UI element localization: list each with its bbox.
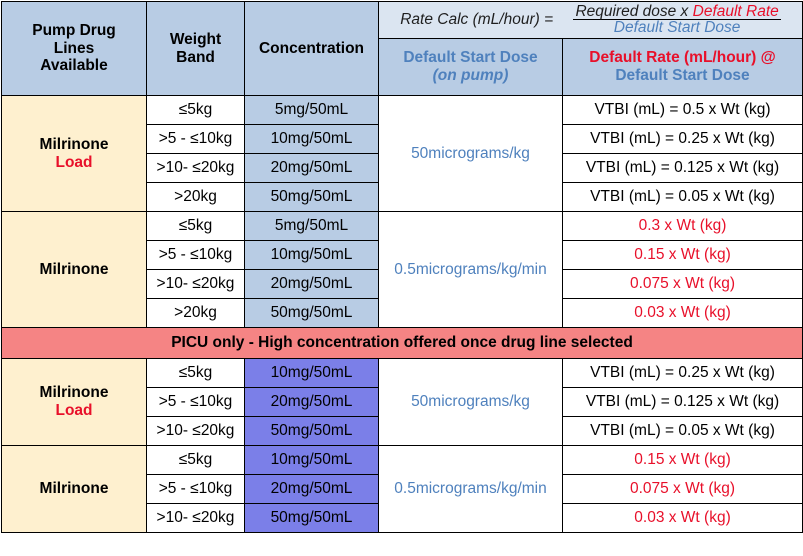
rate-calc-label: Rate Calc (mL/hour) = [400,11,554,29]
header-col1-line3: Available [40,57,108,75]
concentration-cell: 5mg/50mL [244,95,379,125]
start-dose-sub: (on pump) [432,67,509,84]
rate-cell: VTBI (mL) = 0.05 x Wt (kg) [561,182,803,212]
concentration-cell: 20mg/50mL [244,269,379,299]
rate-cell: 0.03 x Wt (kg) [561,503,803,533]
concentration-cell-high: 10mg/50mL [244,358,379,388]
picu-only-banner: PICU only - High concentration offered o… [0,327,803,359]
weight-band-cell: ≤5kg [146,211,245,241]
weight-band-cell: >5 - ≤10kg [146,387,245,417]
concentration-cell-high: 50mg/50mL [244,416,379,446]
concentration-cell-high: 50mg/50mL [244,503,379,533]
header-default-rate: Default Rate (mL/hour) @ Default Start D… [561,38,803,96]
drug-milrinone-load-high: Milrinone Load [1,358,147,446]
weight-band-cell: ≤5kg [146,358,245,388]
weight-band-cell: >20kg [146,298,245,328]
concentration-cell: 10mg/50mL [244,124,379,154]
weight-band-cell: ≤5kg [146,445,245,475]
rate-calc-formula: Rate Calc (mL/hour) = Required dose x De… [377,1,803,39]
header-col1-line1: Pump Drug [32,21,116,39]
weight-band-cell: >10- ≤20kg [146,153,245,183]
header-weight-band: Weight Band [146,1,245,96]
weight-band-cell: >5 - ≤10kg [146,474,245,504]
rate-cell: VTBI (mL) = 0.25 x Wt (kg) [561,358,803,388]
weight-band-cell: >20kg [146,182,245,212]
milrinone-dosing-table: Pump Drug Lines Available Weight Band Co… [0,1,803,533]
concentration-cell: 50mg/50mL [244,298,379,328]
start-dose-cell: 50micrograms/kg [378,95,563,212]
concentration-cell-high: 20mg/50mL [244,387,379,417]
weight-band-cell: >5 - ≤10kg [146,240,245,270]
rate-cell: 0.15 x Wt (kg) [561,445,803,475]
rate-cell: VTBI (mL) = 0.25 x Wt (kg) [561,124,803,154]
header-col2-line2: Band [176,48,215,66]
weight-band-cell: >10- ≤20kg [146,269,245,299]
start-dose-cell: 0.5micrograms/kg/min [378,445,563,533]
drug-name: Milrinone [39,135,109,153]
concentration-cell: 20mg/50mL [244,153,379,183]
weight-band-cell: ≤5kg [146,95,245,125]
header-pump-drug-lines: Pump Drug Lines Available [1,1,147,96]
start-dose-title: Default Start Dose [403,49,538,67]
rate-calc-numerator-red: Default Rate [692,3,779,20]
rate-cell: VTBI (mL) = 0.125 x Wt (kg) [561,387,803,417]
header-default-start-dose: Default Start Dose (on pump) [378,38,563,96]
default-rate-title: Default Rate (mL/hour) @ [589,49,776,67]
weight-band-cell: >5 - ≤10kg [146,124,245,154]
rate-calc-denominator: Default Start Dose [613,19,741,36]
rate-cell: VTBI (mL) = 0.125 x Wt (kg) [561,153,803,183]
concentration-cell: 50mg/50mL [244,182,379,212]
concentration-cell: 10mg/50mL [244,240,379,270]
default-rate-sub: Default Start Dose [615,67,750,84]
header-col1-line2: Lines [53,39,95,57]
drug-milrinone-load: Milrinone Load [1,95,147,212]
weight-band-cell: >10- ≤20kg [146,416,245,446]
rate-cell: 0.075 x Wt (kg) [561,269,803,299]
rate-calc-numerator-prefix: Required dose x [575,3,689,20]
drug-sub-load: Load [55,402,93,419]
concentration-cell-high: 20mg/50mL [244,474,379,504]
rate-cell: 0.3 x Wt (kg) [561,211,803,241]
concentration-cell-high: 10mg/50mL [244,445,379,475]
rate-cell: 0.03 x Wt (kg) [561,298,803,328]
start-dose-cell: 50micrograms/kg [378,358,563,446]
concentration-cell: 5mg/50mL [244,211,379,241]
weight-band-cell: >10- ≤20kg [146,503,245,533]
drug-milrinone: Milrinone [1,211,147,328]
rate-cell: VTBI (mL) = 0.5 x Wt (kg) [561,95,803,125]
rate-calc-fraction: Required dose x Default Rate Default Sta… [573,3,781,36]
start-dose-cell: 0.5micrograms/kg/min [378,211,563,328]
rate-cell: VTBI (mL) = 0.05 x Wt (kg) [561,416,803,446]
header-concentration: Concentration [244,1,379,96]
rate-cell: 0.15 x Wt (kg) [561,240,803,270]
drug-sub-load: Load [55,153,93,171]
rate-cell: 0.075 x Wt (kg) [561,474,803,504]
header-col2-line1: Weight [169,30,222,48]
rate-calc-numerator: Required dose x Default Rate [573,3,781,20]
drug-milrinone-high: Milrinone [1,445,147,533]
drug-name: Milrinone [39,384,109,402]
